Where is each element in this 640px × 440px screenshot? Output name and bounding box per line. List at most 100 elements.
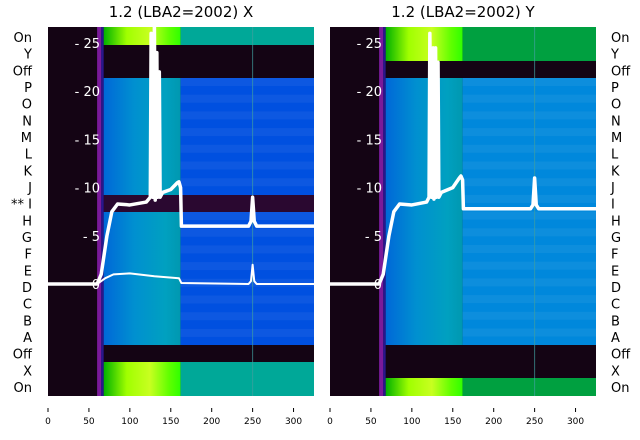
heatmap-row-stripe [180, 245, 314, 254]
row-label: Y [23, 48, 32, 63]
x-tick-label: 100 [403, 417, 420, 427]
heatmap-on-band [385, 378, 463, 396]
heatmap-row-stripe [180, 178, 314, 187]
row-label: C [23, 298, 32, 313]
heatmap-row-stripe [180, 262, 314, 271]
inner-y-tick-label: - 20 [75, 85, 100, 100]
heatmap-row-stripe [180, 78, 314, 86]
heatmap-row-stripe [180, 161, 314, 170]
inner-y-tick-label: - 10 [357, 182, 382, 197]
heatmap-data-band-after [462, 78, 596, 345]
heatmap-row-stripe [180, 312, 314, 321]
heatmap-on-band-after [462, 378, 596, 396]
row-label: M [21, 131, 32, 146]
row-label: ** I [11, 198, 32, 213]
row-label: N [22, 114, 32, 129]
row-label: A [23, 331, 32, 346]
inner-y-tick-label: - 5 [365, 230, 382, 245]
heatmap-row-stripe [462, 78, 596, 86]
heatmap-row-stripe [180, 111, 314, 120]
panel-x: 0- 5- 10- 15- 20- 251.2 (LBA2=2002) X0 50… [11, 3, 314, 427]
row-label: J [27, 181, 32, 196]
heatmap-row-stripe [462, 295, 596, 304]
heatmap-row-stripe [462, 261, 596, 270]
heatmap-row-stripe [462, 245, 596, 253]
series-line-mean [48, 21, 314, 286]
heatmap-row-stripe [462, 228, 596, 237]
heatmap-data-band-after [180, 78, 314, 195]
heatmap-row-stripe [180, 278, 314, 287]
heatmap-data-band [103, 212, 181, 345]
row-label: Off [13, 348, 33, 363]
x-tick-label: 150 [444, 417, 461, 427]
row-label: X [23, 364, 32, 379]
x-tick-label: 100 [121, 417, 138, 427]
heatmap-row-stripe [462, 94, 596, 103]
heatmap-on-band-after [462, 27, 596, 61]
heatmap-vertical-line [534, 27, 536, 396]
row-label: Y [610, 48, 619, 63]
heatmap-data-band [385, 78, 463, 345]
row-label: K [611, 164, 620, 179]
x-tick-label: 300 [285, 417, 302, 427]
heatmap-edge-column [101, 27, 104, 396]
heatmap-row-stripe [462, 178, 596, 187]
series-line-secondary [48, 263, 314, 285]
series-line-mean [330, 31, 596, 286]
heatmap-row-stripe [462, 278, 596, 287]
row-label: L [611, 148, 619, 163]
inner-y-tick-label: - 15 [75, 133, 100, 148]
row-label: F [611, 248, 618, 263]
row-label: F [25, 248, 32, 263]
x-tick-label: 200 [203, 417, 220, 427]
heatmap-row-stripe [180, 94, 314, 103]
heatmap-on-band [103, 362, 181, 396]
row-label: On [14, 31, 32, 46]
row-label: O [22, 98, 32, 113]
heatmap-row-stripe [462, 211, 596, 220]
row-label: Off [13, 64, 33, 79]
heatmap-on-band [103, 27, 181, 45]
heatmap-purple-column [379, 27, 384, 396]
row-label: On [14, 381, 32, 396]
heatmap-row-stripe [462, 194, 596, 203]
row-label: On [611, 381, 629, 396]
heatmap-on-band-after [180, 27, 314, 45]
row-label: B [611, 314, 620, 329]
x-tick-label: 0 [327, 417, 333, 427]
row-label: H [611, 214, 621, 229]
row-label: L [25, 148, 33, 163]
row-label: P [611, 81, 619, 96]
row-label: G [611, 231, 621, 246]
row-label: C [611, 298, 620, 313]
row-label: N [611, 114, 621, 129]
row-label: G [22, 231, 32, 246]
heatmap-row-stripe [462, 311, 596, 320]
row-label: H [22, 214, 32, 229]
panel-y: 0- 5- 10- 15- 20- 251.2 (LBA2=2002) Y0 50… [296, 3, 631, 427]
row-label: J [610, 181, 615, 196]
row-label: A [611, 331, 620, 346]
heatmap-on-band [385, 27, 463, 61]
chart-title: 1.2 (LBA2=2002) X [109, 3, 254, 21]
heatmap-row-stripe [180, 295, 314, 304]
x-tick-label: 300 [567, 417, 584, 427]
inner-y-tick-label: - 20 [357, 85, 382, 100]
x-tick-label: 50 [365, 417, 377, 427]
row-label: Off [611, 348, 631, 363]
heatmap-row-stripe [180, 212, 314, 220]
heatmap-row-stripe [180, 144, 314, 153]
row-label: D [22, 281, 32, 296]
heatmap-row-stripe [462, 111, 596, 120]
inner-y-tick-label: - 10 [75, 182, 100, 197]
row-label: Off [611, 64, 631, 79]
heatmap-on-band-after [180, 362, 314, 396]
heatmap-row-stripe [462, 144, 596, 153]
x-tick-label: 200 [485, 417, 502, 427]
heatmap-edge-column [383, 27, 386, 396]
x-tick-label: 0 [45, 417, 51, 427]
heatmap-row-stripe [180, 228, 314, 237]
row-label: O [611, 98, 621, 113]
